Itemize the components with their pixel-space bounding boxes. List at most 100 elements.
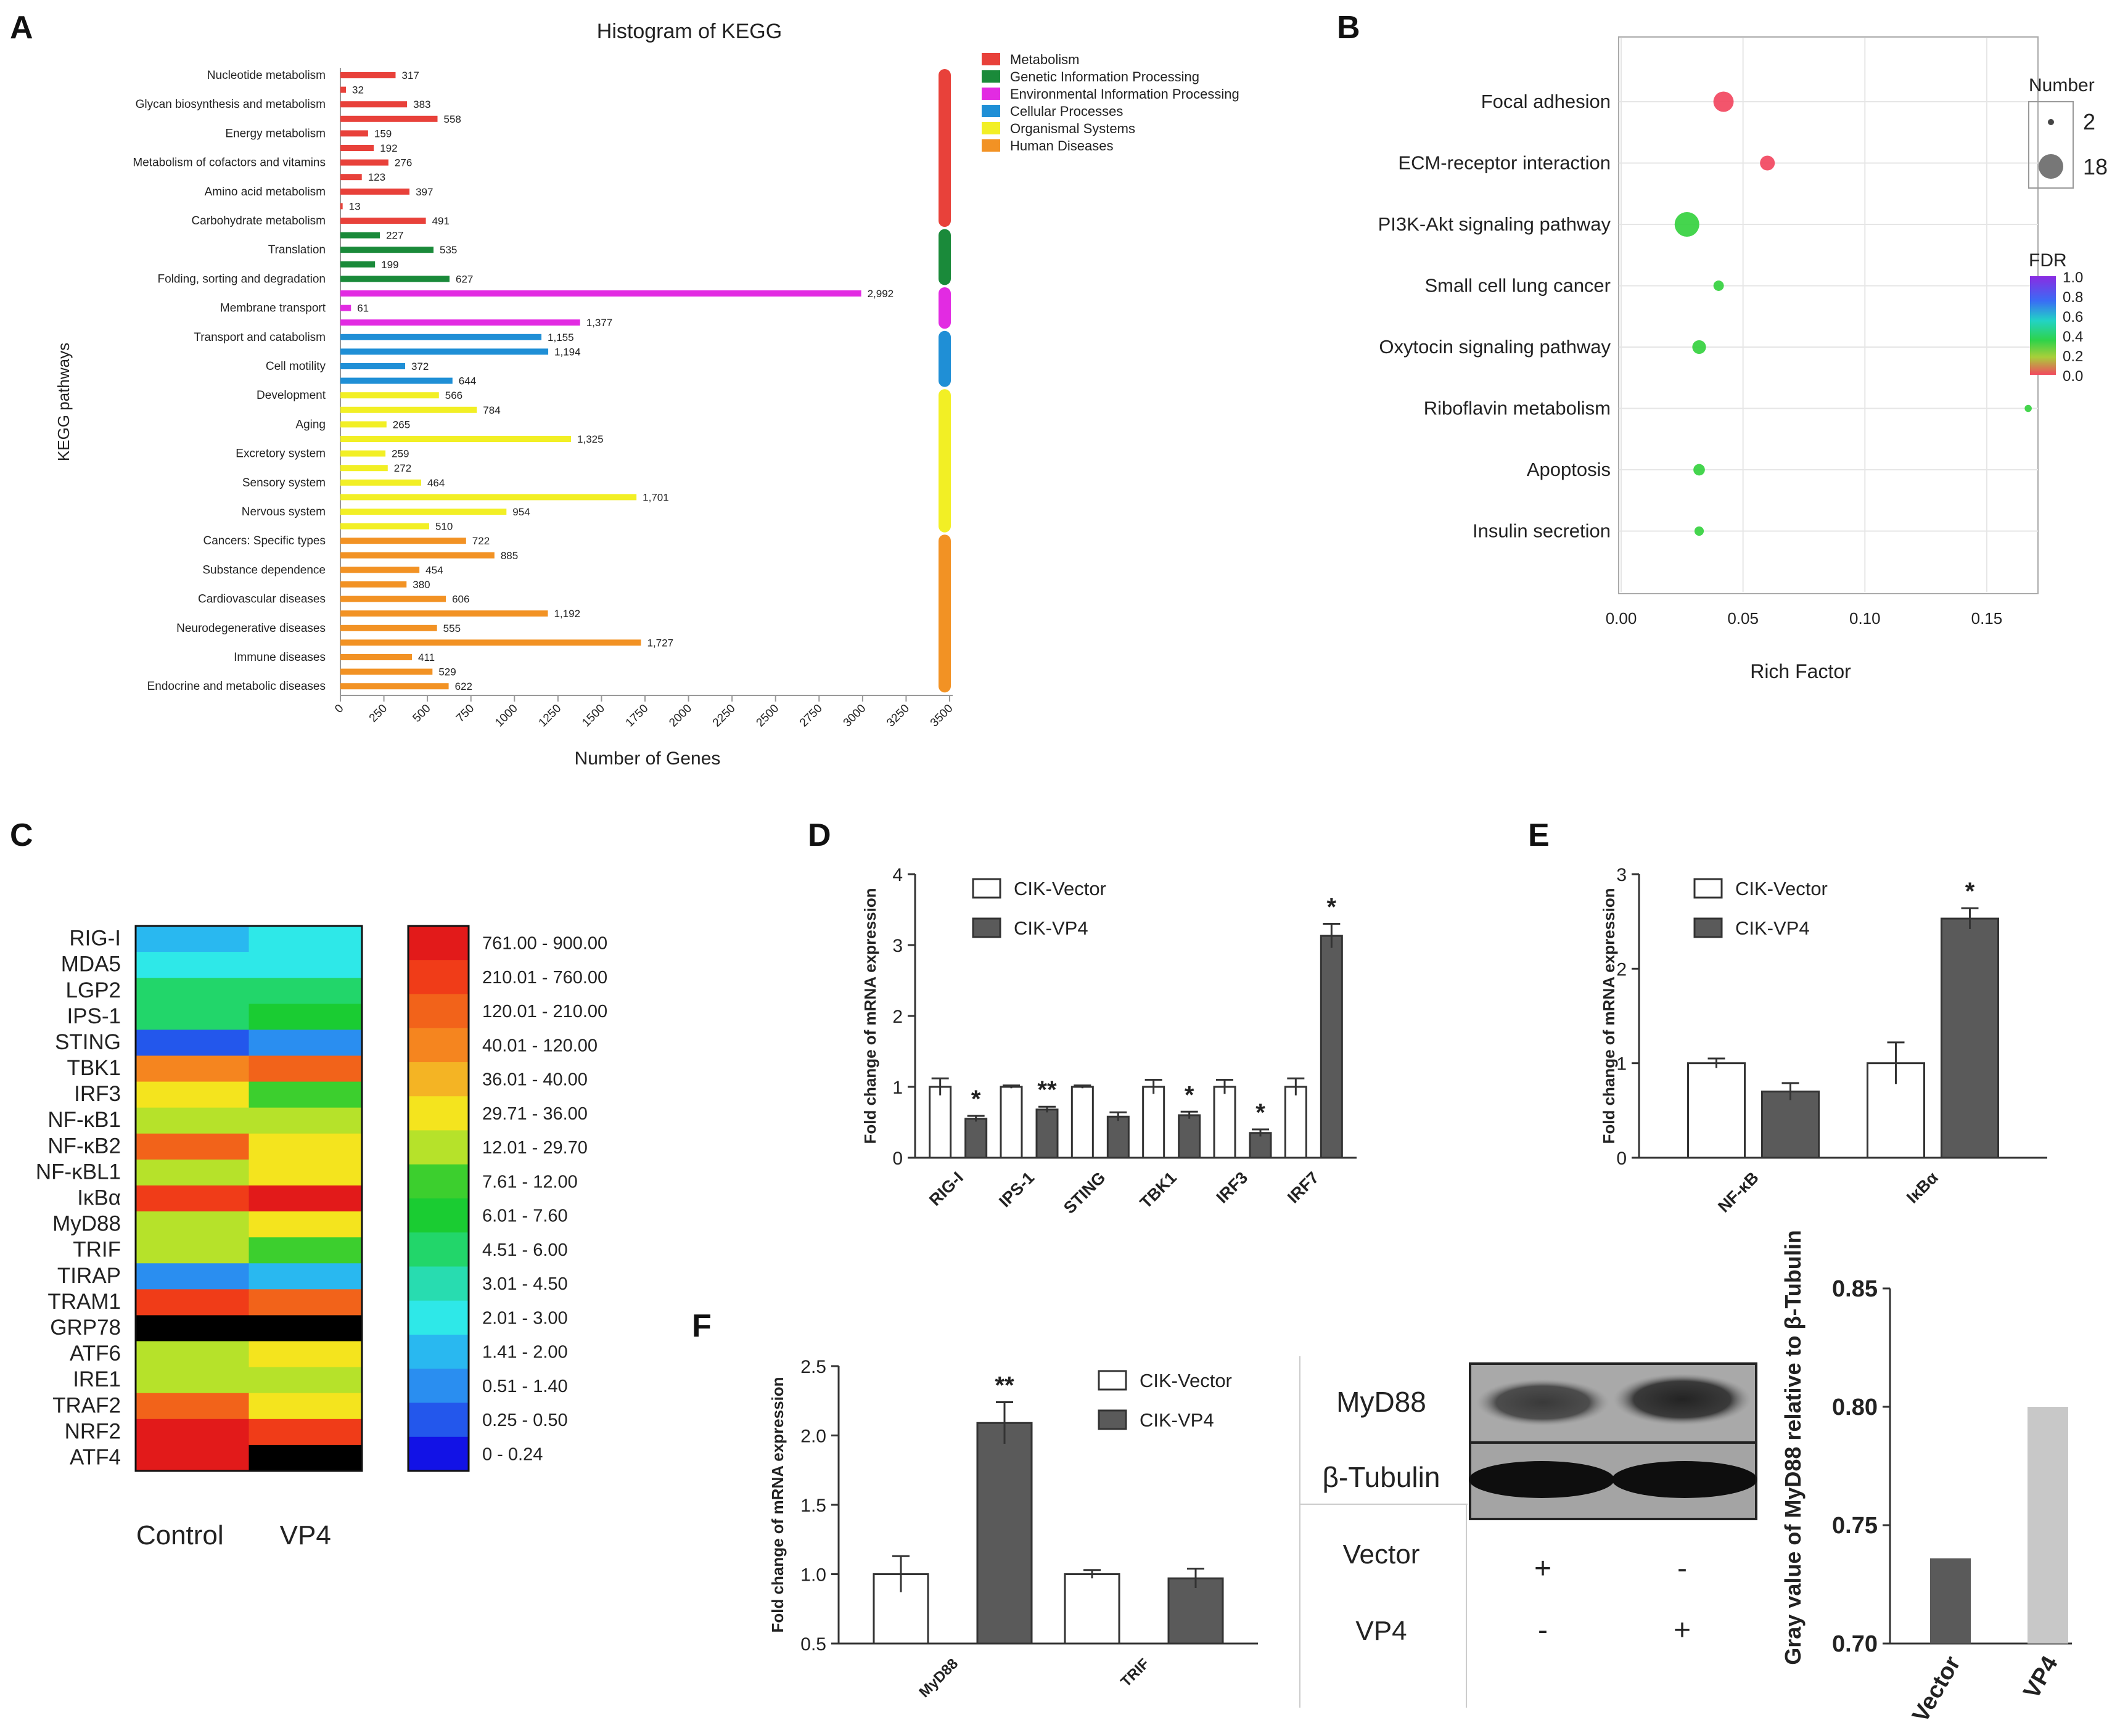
scale-label: 40.01 - 120.00	[482, 1036, 598, 1055]
heatmap-cell	[136, 1107, 249, 1134]
kegg-xtick-label: 500	[410, 702, 433, 725]
category-label: IPS-1	[995, 1168, 1038, 1211]
heatmap-cell	[136, 926, 249, 952]
heatmap-row-label: NF-κB2	[47, 1134, 121, 1158]
category-label: IRF3	[1213, 1168, 1252, 1207]
heatmap-cell	[136, 1444, 249, 1472]
scale-swatch	[408, 1369, 469, 1403]
size-legend-box	[2028, 101, 2074, 189]
heatmap-cell	[136, 1055, 249, 1083]
heatmap-row-label: TRIF	[73, 1238, 121, 1262]
scale-swatch	[408, 1402, 469, 1438]
bubble-point	[1692, 340, 1706, 354]
kegg-xtick-label: 0	[332, 702, 346, 716]
bubble-point	[1693, 464, 1705, 476]
kegg-bar	[340, 348, 549, 355]
y-tick-label: 3	[1616, 865, 1627, 885]
heatmap-cell	[249, 1185, 363, 1212]
bar	[1320, 935, 1343, 1159]
kegg-pathway-label: Sensory system	[242, 477, 326, 489]
scale-label: 1.41 - 2.00	[482, 1343, 568, 1362]
kegg-bar	[340, 363, 406, 369]
kegg-xtick-label: 3250	[884, 702, 912, 730]
kegg-ylabel: KEGG pathways	[54, 343, 73, 461]
bubble-plot-frame	[1618, 36, 2039, 594]
kegg-category-bar	[939, 330, 951, 387]
scale-label: 3.01 - 4.50	[482, 1274, 568, 1294]
y-axis-label: Gray value of MyD88 relative to β-Tubuli…	[1780, 1230, 1806, 1664]
kegg-bar-value: 464	[427, 477, 445, 489]
band-myd88-vector	[1476, 1379, 1609, 1426]
y-tick-label: 2	[892, 1007, 903, 1027]
significance-mark: **	[1037, 1076, 1057, 1103]
kegg-bar-value: 1,192	[554, 608, 580, 620]
heatmap-row-label: MyD88	[52, 1212, 121, 1236]
category-label: TBK1	[1136, 1168, 1180, 1212]
heatmap-row-label: IPS-1	[67, 1004, 121, 1028]
panel-label-a: A	[10, 10, 33, 46]
y-tick-label: 1.0	[800, 1565, 826, 1586]
category-label: TRIF	[1117, 1655, 1152, 1690]
scale-swatch	[408, 1062, 469, 1097]
kegg-bar	[340, 334, 542, 340]
kegg-bar	[340, 436, 572, 442]
panel-label-e: E	[1528, 817, 1550, 853]
kegg-bar-value: 555	[443, 623, 461, 634]
kegg-bar	[340, 305, 351, 311]
y-tick-label: 0.70	[1832, 1631, 1878, 1657]
kegg-bar-value: 1,155	[548, 332, 574, 343]
heatmap-cell	[249, 1159, 363, 1186]
kegg-bar-value: 722	[472, 535, 490, 547]
legend-label: CIK-VP4	[1735, 917, 1810, 939]
heatmap-cell	[136, 1393, 249, 1420]
category-label: VP4	[2019, 1652, 2063, 1703]
bar	[976, 1422, 1033, 1645]
scale-swatch	[408, 926, 469, 960]
kegg-xlabel: Number of Genes	[575, 748, 721, 769]
kegg-pathway-label: Substance dependence	[202, 563, 326, 576]
kegg-legend-swatch	[982, 139, 1000, 152]
bar	[1000, 1086, 1023, 1159]
kegg-bar	[340, 159, 388, 166]
kegg-category-bar	[939, 69, 951, 227]
kegg-bar	[340, 203, 343, 210]
heatmap-cell	[136, 1185, 249, 1212]
bubble-xtick-label: 0.10	[1849, 609, 1881, 628]
significance-mark: *	[1255, 1099, 1265, 1126]
kegg-legend-swatch	[982, 88, 1000, 100]
kegg-bar	[340, 450, 386, 457]
category-label: IRF7	[1284, 1168, 1323, 1207]
heatmap-cell	[249, 1263, 363, 1290]
kegg-legend-swatch	[982, 122, 1000, 134]
bar	[1142, 1086, 1165, 1159]
legend-swatch	[972, 917, 1001, 938]
y-axis-label: Fold change of mRNA expression	[861, 888, 879, 1144]
kegg-bar-value: 1,377	[586, 317, 613, 329]
fdr-tick-label: 1.0	[2063, 269, 2083, 286]
kegg-pathway-label: Excretory system	[236, 448, 326, 461]
scale-label: 12.01 - 29.70	[482, 1138, 588, 1158]
expression-heatmap: RIG-IMDA5LGP2IPS-1STINGTBK1IRF3NF-κB1NF-…	[36, 925, 607, 1550]
scale-label: 29.71 - 36.00	[482, 1104, 588, 1124]
heatmap-row-label: MDA5	[61, 952, 121, 976]
kegg-category-bar	[939, 229, 951, 285]
kegg-xtick-label: 1250	[536, 702, 564, 730]
category-label: Vector	[1907, 1652, 1966, 1727]
kegg-bar-value: 627	[456, 273, 473, 285]
legend-label: CIK-VP4	[1140, 1409, 1214, 1431]
kegg-pathway-label: Metabolism of cofactors and vitamins	[133, 157, 326, 170]
bar	[1064, 1573, 1120, 1645]
heatmap-row-label: GRP78	[50, 1316, 121, 1340]
kegg-bar	[340, 218, 426, 224]
heatmap-cell	[249, 1237, 363, 1264]
bar	[1213, 1086, 1236, 1159]
kegg-bar-value: 265	[393, 419, 410, 430]
heatmap-cell	[136, 952, 249, 978]
kegg-bar	[340, 406, 477, 413]
legend-label: CIK-Vector	[1014, 878, 1106, 899]
bar	[1035, 1108, 1059, 1159]
bar	[1106, 1115, 1130, 1159]
scale-label: 0.25 - 0.50	[482, 1410, 568, 1430]
kegg-pathway-label: Development	[257, 389, 326, 402]
heatmap-cell	[249, 1030, 363, 1056]
